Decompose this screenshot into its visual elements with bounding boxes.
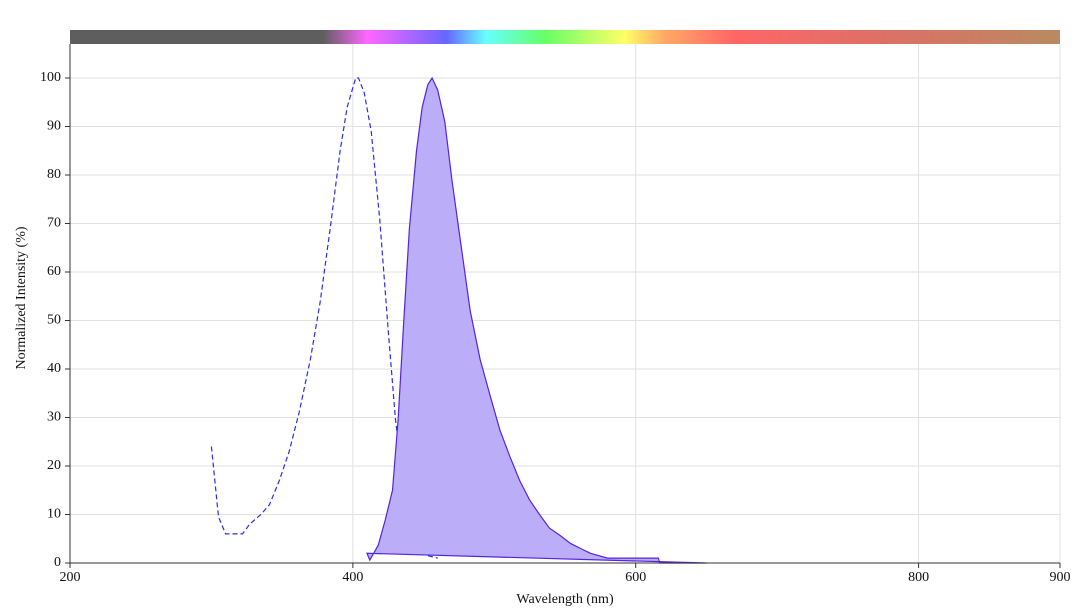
spectrum-bar: [70, 30, 1060, 44]
x-tick-label: 800: [908, 570, 929, 585]
x-axis-label: Wavelength (nm): [516, 592, 614, 607]
y-tick-label: 40: [47, 361, 61, 376]
emission-area: [366, 76, 707, 564]
y-tick-label: 10: [47, 507, 61, 522]
x-tick-label: 400: [342, 570, 363, 585]
x-tick-label: 900: [1050, 570, 1071, 585]
y-tick-label: 70: [47, 216, 61, 231]
x-tick-label: 600: [625, 570, 646, 585]
y-tick-label: 100: [40, 70, 61, 85]
excitation-line: [210, 77, 438, 559]
y-axis-label: Normalized Intensity (%): [14, 226, 29, 369]
y-tick-label: 60: [47, 264, 61, 279]
y-tick-label: 20: [47, 458, 61, 473]
y-tick-label: 30: [47, 410, 61, 425]
x-tick-label: 200: [60, 570, 81, 585]
y-tick-label: 90: [47, 119, 61, 134]
y-tick-label: 80: [47, 167, 61, 182]
y-tick-label: 50: [47, 313, 61, 328]
y-tick-label: 0: [54, 555, 61, 570]
